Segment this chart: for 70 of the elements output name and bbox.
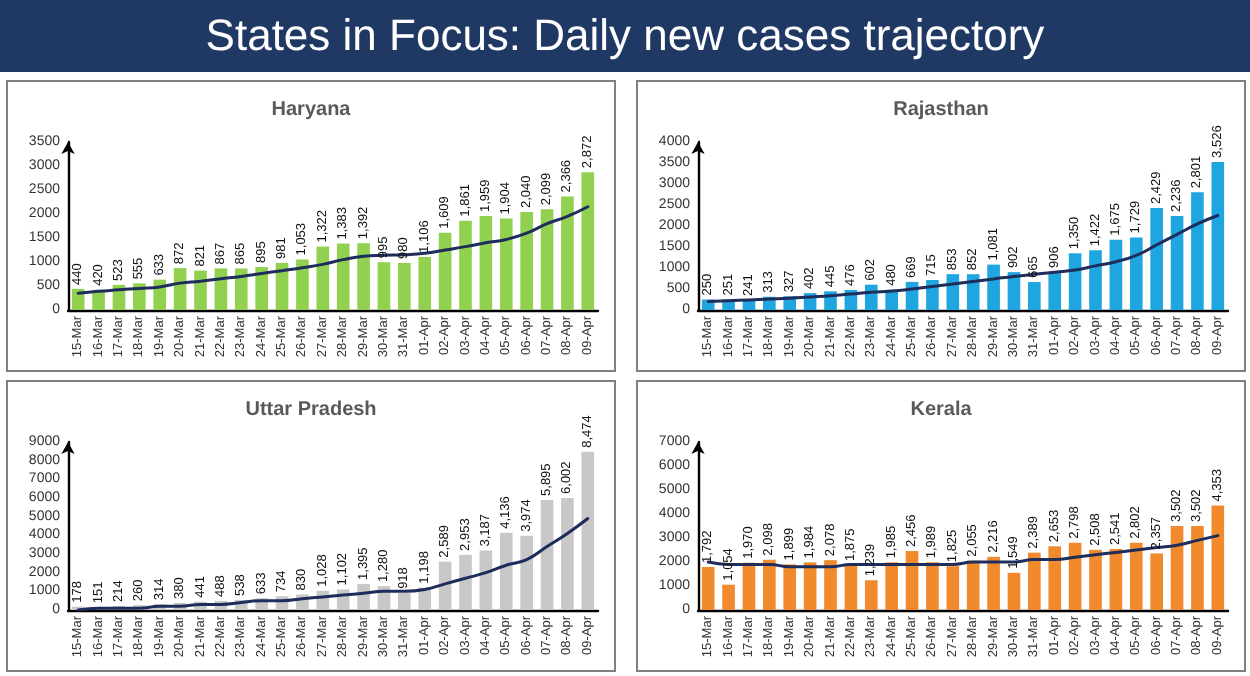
bar bbox=[520, 212, 533, 310]
bar bbox=[561, 196, 574, 310]
chart-title: Haryana bbox=[271, 99, 352, 121]
bar bbox=[1048, 271, 1062, 310]
bar bbox=[479, 215, 493, 310]
bar bbox=[987, 556, 1000, 610]
bar bbox=[1068, 253, 1082, 310]
bar bbox=[885, 562, 898, 610]
bar bbox=[296, 259, 309, 310]
chart-title: Kerala bbox=[910, 399, 973, 421]
bar bbox=[1150, 553, 1163, 610]
bar bbox=[581, 172, 595, 310]
bar bbox=[701, 566, 715, 610]
bar bbox=[946, 566, 960, 610]
bar bbox=[803, 562, 817, 610]
bar bbox=[966, 560, 980, 610]
bar bbox=[1170, 525, 1184, 610]
bar bbox=[1211, 161, 1225, 310]
bar bbox=[1068, 542, 1082, 610]
text: States in Focus: Daily new cases trajectory bbox=[0, 0, 1250, 72]
bar bbox=[946, 274, 960, 310]
bar bbox=[1191, 525, 1204, 610]
chart-title: Uttar Pradesh bbox=[245, 399, 377, 421]
bar bbox=[377, 262, 391, 310]
bar bbox=[1211, 505, 1225, 610]
bar bbox=[561, 497, 574, 610]
bar bbox=[1089, 549, 1102, 610]
bar bbox=[357, 243, 370, 310]
bar bbox=[316, 246, 330, 310]
bar bbox=[966, 274, 980, 310]
bar bbox=[255, 267, 268, 310]
bar bbox=[926, 562, 939, 610]
bar bbox=[234, 268, 248, 310]
bar bbox=[459, 220, 472, 310]
bar bbox=[398, 262, 411, 310]
bar bbox=[581, 451, 595, 610]
bar bbox=[1129, 237, 1143, 310]
bar bbox=[459, 554, 472, 610]
bar bbox=[1028, 282, 1041, 310]
bar bbox=[398, 592, 411, 610]
bar bbox=[71, 288, 85, 310]
bar bbox=[1048, 546, 1062, 610]
bar bbox=[783, 564, 797, 610]
bar bbox=[540, 209, 554, 310]
bar bbox=[864, 580, 878, 610]
bar bbox=[438, 232, 452, 310]
bar bbox=[1191, 192, 1204, 310]
bar bbox=[418, 256, 432, 310]
bar bbox=[763, 559, 776, 610]
bar bbox=[499, 218, 513, 310]
bar bbox=[499, 532, 513, 610]
bar bbox=[905, 551, 919, 610]
bar bbox=[1109, 239, 1123, 310]
bar bbox=[1170, 216, 1184, 310]
bar bbox=[520, 535, 533, 610]
bar bbox=[722, 584, 735, 610]
bar bbox=[336, 243, 350, 310]
bar bbox=[540, 499, 554, 610]
bar bbox=[1089, 250, 1102, 310]
bar bbox=[1109, 549, 1123, 610]
bar bbox=[194, 270, 207, 310]
bar bbox=[824, 560, 837, 610]
bar bbox=[844, 565, 858, 610]
bar bbox=[1028, 552, 1041, 610]
chart-title: Rajasthan bbox=[893, 99, 989, 121]
bar bbox=[1150, 207, 1163, 310]
bar bbox=[926, 279, 939, 310]
bar bbox=[987, 264, 1000, 310]
bar bbox=[1129, 542, 1143, 610]
bar bbox=[1007, 572, 1021, 610]
